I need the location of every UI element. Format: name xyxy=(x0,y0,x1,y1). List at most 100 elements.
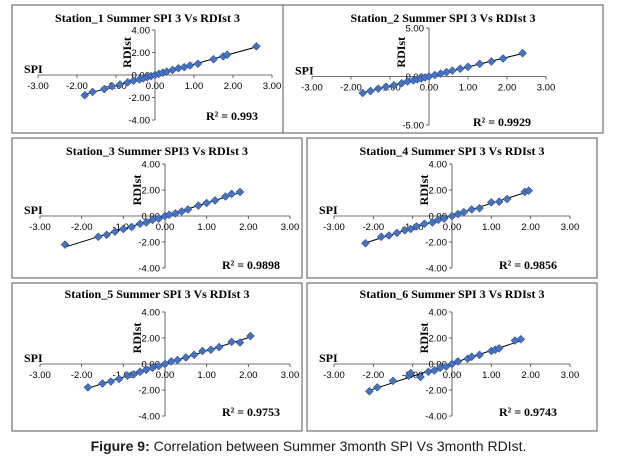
data-point xyxy=(412,222,421,231)
data-point xyxy=(93,232,103,242)
data-point xyxy=(487,57,496,66)
x-axis-label: SPI xyxy=(319,203,338,217)
r-squared-label: R² = 0.9753 xyxy=(222,405,280,419)
chart-title: Station_2 Summer SPI 3 Vs RDIst 3 xyxy=(351,11,536,25)
r-squared-label: R² = 0.993 xyxy=(206,109,258,123)
x-tick-label: 0.00 xyxy=(443,370,462,381)
x-tick-label: 2.00 xyxy=(224,81,243,92)
x-tick-label: 0.00 xyxy=(420,83,439,94)
data-point xyxy=(358,88,368,98)
caption-label: Figure 9: xyxy=(90,438,150,454)
data-point xyxy=(384,231,394,240)
chart-title: Station_1 Summer SPI 3 Vs RDIst 3 xyxy=(55,11,240,25)
x-axis-label: SPI xyxy=(295,64,314,78)
x-tick-label: -3.00 xyxy=(27,81,49,92)
data-point xyxy=(189,350,199,360)
y-tick-label: 2.00 xyxy=(429,186,448,197)
data-point xyxy=(427,218,437,227)
x-axis-label: SPI xyxy=(319,351,338,365)
panel-border xyxy=(11,4,284,134)
y-tick-label: 4.00 xyxy=(132,26,151,37)
data-point xyxy=(99,84,109,94)
data-point xyxy=(463,62,473,72)
r-squared-label: R² = 0.9929 xyxy=(473,115,531,129)
data-point xyxy=(429,366,439,375)
x-tick-label: 3.00 xyxy=(281,222,300,233)
y-tick-label: -2.00 xyxy=(128,93,150,104)
data-point xyxy=(102,230,112,240)
data-point xyxy=(227,189,237,199)
y-tick-label: -2.00 xyxy=(425,386,447,397)
data-point xyxy=(80,90,90,100)
x-tick-label: 3.00 xyxy=(263,81,282,92)
x-tick-label: -1.00 xyxy=(379,83,401,94)
x-tick-label: -2.00 xyxy=(363,222,385,233)
chart-title: Station_5 Summer SPI 3 Vs RDIst 3 xyxy=(65,287,250,301)
x-tick-label: 2.00 xyxy=(521,222,540,233)
x-tick-label: -3.00 xyxy=(323,222,345,233)
data-point xyxy=(114,374,124,384)
data-point xyxy=(376,232,386,242)
data-point xyxy=(222,50,232,60)
y-tick-label: 0.00 xyxy=(142,212,161,223)
data-point xyxy=(110,227,120,236)
data-point xyxy=(518,48,527,58)
data-point xyxy=(406,368,416,378)
x-tick-label: 1.00 xyxy=(459,83,478,94)
y-axis-label: RDIst xyxy=(130,323,144,354)
chart-panel-5: -3.00 -2.00 -1.00 0.00 1.00 2.00 3.00-4.00-2.0… xyxy=(11,282,303,432)
data-point xyxy=(214,342,224,352)
data-point xyxy=(107,81,117,91)
data-point xyxy=(154,214,164,223)
y-tick-label: 2.00 xyxy=(132,48,151,59)
data-point xyxy=(209,54,218,64)
r-squared-label: R² = 0.9743 xyxy=(499,405,557,419)
y-tick-label: 0.00 xyxy=(429,360,448,371)
data-point xyxy=(106,377,116,386)
panel-border xyxy=(282,4,604,134)
data-point xyxy=(221,192,230,201)
data-point xyxy=(365,386,374,396)
y-tick-label: -5.00 xyxy=(402,121,424,132)
data-point xyxy=(198,346,207,356)
data-point xyxy=(183,205,193,214)
y-axis-label: RDIst xyxy=(120,37,134,68)
data-point xyxy=(498,54,508,63)
data-point xyxy=(455,64,465,74)
r-squared-label: R² = 0.9856 xyxy=(499,258,557,272)
y-tick-label: -4.00 xyxy=(138,264,160,275)
x-tick-label: -2.00 xyxy=(66,81,88,92)
y-tick-label: -2.00 xyxy=(138,238,160,249)
x-tick-label: 1.00 xyxy=(185,81,204,92)
data-point xyxy=(448,66,457,76)
data-point xyxy=(252,41,261,51)
data-point xyxy=(366,86,375,96)
data-point xyxy=(202,198,212,208)
data-point xyxy=(60,240,70,249)
data-point xyxy=(486,197,496,207)
data-point xyxy=(420,219,429,229)
x-tick-label: -2.00 xyxy=(363,370,385,381)
x-tick-label: 3.00 xyxy=(561,370,580,381)
chart-panel-6: -3.00-2.00-1.000.001.002.003.00-4.00-2.0… xyxy=(306,282,598,432)
data-point xyxy=(361,238,370,248)
x-tick-label: 0.00 xyxy=(146,81,165,92)
y-tick-label: 0.00 xyxy=(142,360,161,371)
data-point xyxy=(141,218,151,227)
y-tick-label: -4.00 xyxy=(138,412,160,423)
chart-panel-2: -3.00-2.00-1.000.001.002.003.00-5.000.00… xyxy=(282,4,604,134)
chart-title: Station_4 Summer SPI 3 Vs RDIst 3 xyxy=(360,144,545,158)
y-tick-label: -4.00 xyxy=(425,264,447,275)
data-point xyxy=(185,61,195,70)
y-tick-label: 2.00 xyxy=(429,334,448,345)
data-point xyxy=(475,350,484,360)
data-point xyxy=(439,214,449,223)
panel-border xyxy=(11,137,303,279)
data-point xyxy=(98,379,107,388)
x-tick-label: 0.00 xyxy=(156,370,175,381)
y-tick-label: 4.00 xyxy=(142,308,161,319)
x-tick-label: -2.00 xyxy=(340,83,362,94)
y-tick-label: -2.00 xyxy=(138,386,160,397)
data-point xyxy=(373,84,383,93)
